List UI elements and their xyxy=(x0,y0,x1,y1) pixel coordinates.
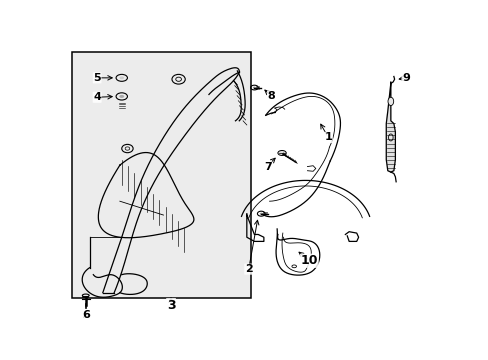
Polygon shape xyxy=(386,82,395,172)
Bar xyxy=(72,51,250,298)
Text: 1: 1 xyxy=(324,132,331,143)
Ellipse shape xyxy=(119,76,124,79)
Ellipse shape xyxy=(259,213,262,215)
Ellipse shape xyxy=(252,87,255,89)
Text: 8: 8 xyxy=(267,91,275,101)
Text: 2: 2 xyxy=(244,264,252,274)
Text: 9: 9 xyxy=(401,73,409,83)
Text: 6: 6 xyxy=(81,310,89,320)
Text: 10: 10 xyxy=(300,254,318,267)
Text: 4: 4 xyxy=(93,92,101,102)
Text: 3: 3 xyxy=(166,299,175,312)
Ellipse shape xyxy=(387,97,393,105)
Text: 7: 7 xyxy=(263,162,271,172)
Text: 5: 5 xyxy=(93,73,101,83)
Ellipse shape xyxy=(119,95,124,98)
Ellipse shape xyxy=(388,134,392,141)
Ellipse shape xyxy=(277,150,285,156)
